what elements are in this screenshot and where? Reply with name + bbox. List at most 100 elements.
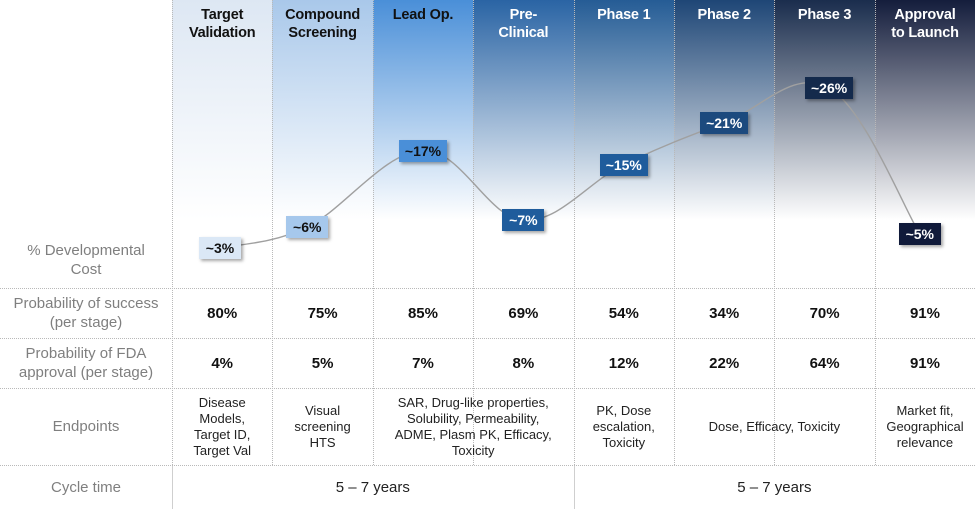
column-divider <box>774 0 776 465</box>
text-line: Cycle time <box>50 478 121 496</box>
text-line: Cost <box>70 261 102 278</box>
probability-of-success-value: 70% <box>809 304 840 322</box>
text-line: Phase 1 <box>597 7 651 23</box>
column-divider <box>372 0 374 465</box>
text-line: relevance <box>896 434 954 450</box>
text-line: Dose, Efficacy, Toxicity <box>708 418 841 434</box>
text-line: Solubility, Permeability, <box>406 410 540 426</box>
text-line: Phase 2 <box>697 7 751 23</box>
column-divider <box>473 0 475 465</box>
column-divider <box>674 0 675 465</box>
probability-of-fda-approval-value: 91% <box>909 354 940 372</box>
probability-of-success-value: 91% <box>909 304 940 322</box>
text-line: SAR, Drug-like properties, <box>397 394 549 410</box>
text-line: Lead Op. <box>392 7 454 23</box>
probability-of-success-value: 69% <box>508 304 539 322</box>
text-line: approval (per stage) <box>18 364 154 381</box>
text-line: Phase 3 <box>797 7 852 23</box>
probability-of-fda-approval-value: 4% <box>211 354 234 372</box>
cycle-divider <box>573 465 575 509</box>
stage-header: Compound Screening <box>272 6 372 46</box>
stage-column-background <box>674 0 775 220</box>
stage-header: Phase 1 <box>574 6 674 46</box>
probability-of-fda-approval-value: 7% <box>412 354 434 372</box>
endpoint-cell: Disease Models, Target ID, Target Val <box>172 388 272 465</box>
row-divider <box>0 338 975 339</box>
cost-data-label: ~6% <box>286 216 329 239</box>
text-line: Endpoints <box>52 418 120 435</box>
stage-column-background <box>774 0 875 220</box>
cost-data-label: ~7% <box>502 209 545 232</box>
text-line: Disease <box>198 394 246 410</box>
text-line: Probability of FDA <box>25 345 147 362</box>
probability-of-fda-approval-value: 22% <box>709 354 740 372</box>
cost-data-label: ~3% <box>199 237 241 259</box>
text-line: Probability of success <box>13 295 159 312</box>
text-line: (per stage) <box>49 314 123 331</box>
stage-column-background <box>874 0 975 220</box>
endpoint-cell: Market fit, Geographical relevance <box>875 388 975 465</box>
text-line: to Launch <box>891 25 959 41</box>
text-line: Target <box>201 7 244 23</box>
text-line: escalation, <box>592 418 655 434</box>
text-line: Geographical <box>886 418 964 434</box>
stage-header: Lead Op. <box>373 6 473 46</box>
column-divider <box>272 0 274 465</box>
stage-header: Phase 2 <box>674 6 774 46</box>
cost-data-label: ~17% <box>399 139 447 162</box>
probability-of-success-value: 85% <box>407 304 438 322</box>
stage-header: Target Validation <box>172 6 272 46</box>
probability-of-success-value: 34% <box>709 304 740 322</box>
text-line: Validation <box>188 25 256 41</box>
row-divider <box>0 288 975 289</box>
text-line: % Developmental <box>27 242 145 259</box>
text-line: Screening <box>288 25 357 41</box>
row-label-cost: % Developmental Cost <box>0 232 172 288</box>
endpoint-cell: Visual screening HTS <box>272 388 372 465</box>
text-line: Target ID, <box>194 426 251 442</box>
probability-of-fda-approval-value: 64% <box>809 354 840 372</box>
text-line: screening <box>294 418 351 434</box>
text-line: HTS <box>309 434 336 450</box>
text-line: ADME, Plasm PK, Efficacy, <box>394 426 552 442</box>
text-line: Market fit, <box>896 402 954 418</box>
text-line: Toxicity <box>602 434 646 450</box>
probability-of-fda-approval-value: 5% <box>311 354 334 372</box>
stage-header: Pre- Clinical <box>473 6 573 46</box>
text-line: Models, <box>199 410 245 426</box>
row-label-endpoints: Endpoints <box>0 388 172 465</box>
row-divider <box>0 388 975 389</box>
text-line: Pre- <box>509 7 538 23</box>
text-line: Clinical <box>498 25 549 41</box>
text-line: Compound <box>285 7 361 23</box>
stage-column-background <box>573 0 674 220</box>
probability-of-fda-approval-value: 8% <box>512 354 535 372</box>
text-line: Approval <box>894 7 956 23</box>
cycle-time-cell: 5 – 7 years <box>737 478 812 496</box>
row-divider <box>0 465 975 466</box>
endpoint-cell: Dose, Efficacy, Toxicity <box>674 388 875 465</box>
stage-column-background <box>172 0 273 220</box>
probability-of-success-value: 54% <box>608 304 639 322</box>
row-label-fda: Probability of FDA approval (per stage) <box>0 338 172 388</box>
stage-header: Approval to Launch <box>875 6 975 46</box>
column-divider <box>874 0 876 465</box>
cost-data-label: ~26% <box>805 77 854 99</box>
endpoint-cell: PK, Dose escalation, Toxicity <box>574 388 674 465</box>
stage-column-background <box>272 0 373 220</box>
cost-data-label: ~21% <box>700 111 749 134</box>
stage-column-background <box>372 0 474 220</box>
row-label-pos: Probability of success (per stage) <box>0 288 172 338</box>
cycle-time-cell: 5 – 7 years <box>335 478 410 496</box>
text-line: Target Val <box>193 442 251 458</box>
stage-column-background <box>473 0 574 220</box>
text-line: Visual <box>304 402 341 418</box>
endpoint-cell: SAR, Drug-like properties, Solubility, Pe… <box>373 388 574 465</box>
cost-data-label: ~15% <box>599 153 648 176</box>
row-label-cycle: Cycle time <box>0 465 172 509</box>
cycle-divider <box>172 465 173 509</box>
probability-of-fda-approval-value: 12% <box>608 354 639 372</box>
text-line: PK, Dose <box>596 402 652 418</box>
probability-of-success-value: 80% <box>207 304 238 322</box>
